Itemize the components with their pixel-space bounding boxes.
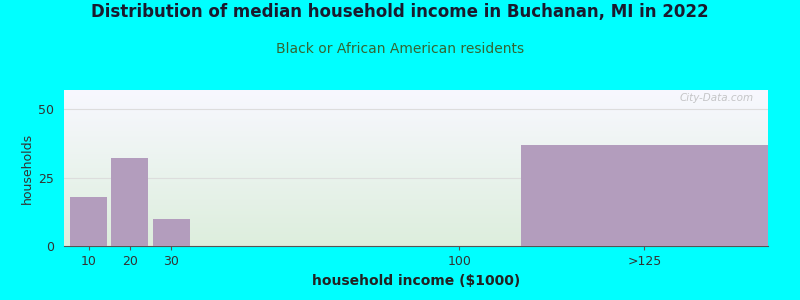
Text: Black or African American residents: Black or African American residents bbox=[276, 42, 524, 56]
Text: City-Data.com: City-Data.com bbox=[680, 93, 754, 103]
Bar bbox=[70, 197, 107, 246]
Y-axis label: households: households bbox=[21, 132, 34, 204]
Text: Distribution of median household income in Buchanan, MI in 2022: Distribution of median household income … bbox=[91, 3, 709, 21]
Bar bbox=[111, 158, 148, 246]
Text: household income ($1000): household income ($1000) bbox=[312, 274, 520, 288]
Bar bbox=[521, 145, 768, 246]
Bar bbox=[153, 219, 190, 246]
